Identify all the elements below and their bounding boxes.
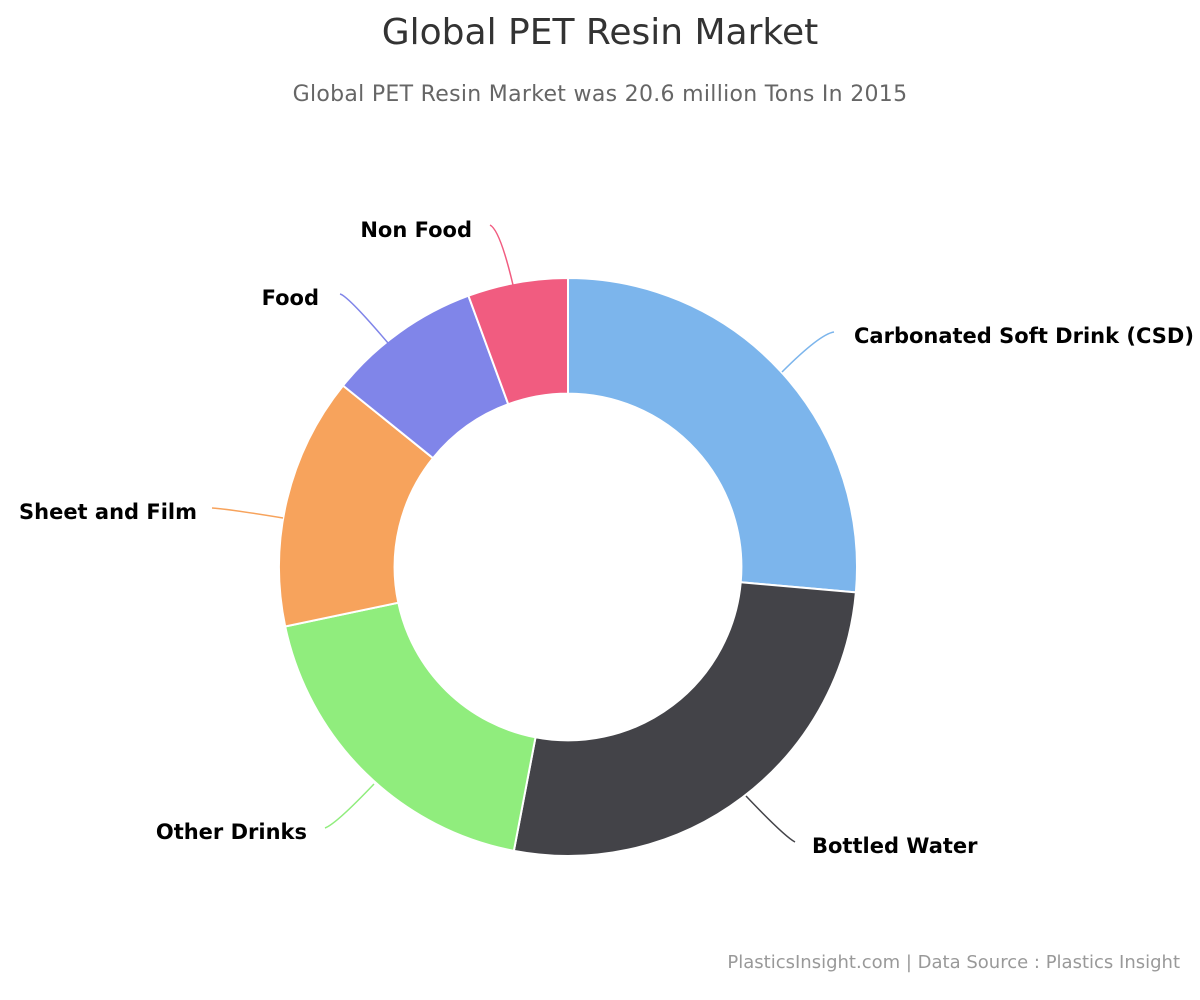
label-bottled-water: Bottled Water (812, 834, 978, 858)
connector-other-drinks (324, 783, 375, 829)
label-non-food: Non Food (360, 218, 472, 242)
label-other-drinks: Other Drinks (156, 820, 307, 844)
chart-subtitle: Global PET Resin Market was 20.6 million… (292, 82, 908, 107)
connector-bottled-water (745, 795, 796, 843)
chart-title: Global PET Resin Market (381, 12, 819, 53)
connector-carbonated-soft-drink-csd (781, 331, 835, 373)
label-carbonated-soft-drink-csd: Carbonated Soft Drink (CSD) (854, 324, 1194, 348)
slice-group (278, 276, 858, 857)
slice-other-drinks[interactable] (284, 601, 537, 853)
credits-link[interactable]: PlasticsInsight.com | Data Source : Plas… (727, 952, 1180, 973)
slice-bottled-water[interactable] (512, 581, 857, 857)
slice-carbonated-soft-drink-csd[interactable] (567, 276, 858, 594)
connector-food (339, 293, 389, 344)
connector-sheet-and-film (211, 507, 284, 519)
connector-group (211, 224, 835, 843)
slice-non-food[interactable] (467, 276, 569, 406)
slice-sheet-and-film[interactable] (278, 384, 435, 628)
label-food: Food (262, 286, 319, 310)
connector-non-food (489, 224, 514, 286)
label-sheet-and-film: Sheet and Film (19, 500, 197, 524)
label-group: Carbonated Soft Drink (CSD) Bottled Water… (19, 218, 1194, 858)
